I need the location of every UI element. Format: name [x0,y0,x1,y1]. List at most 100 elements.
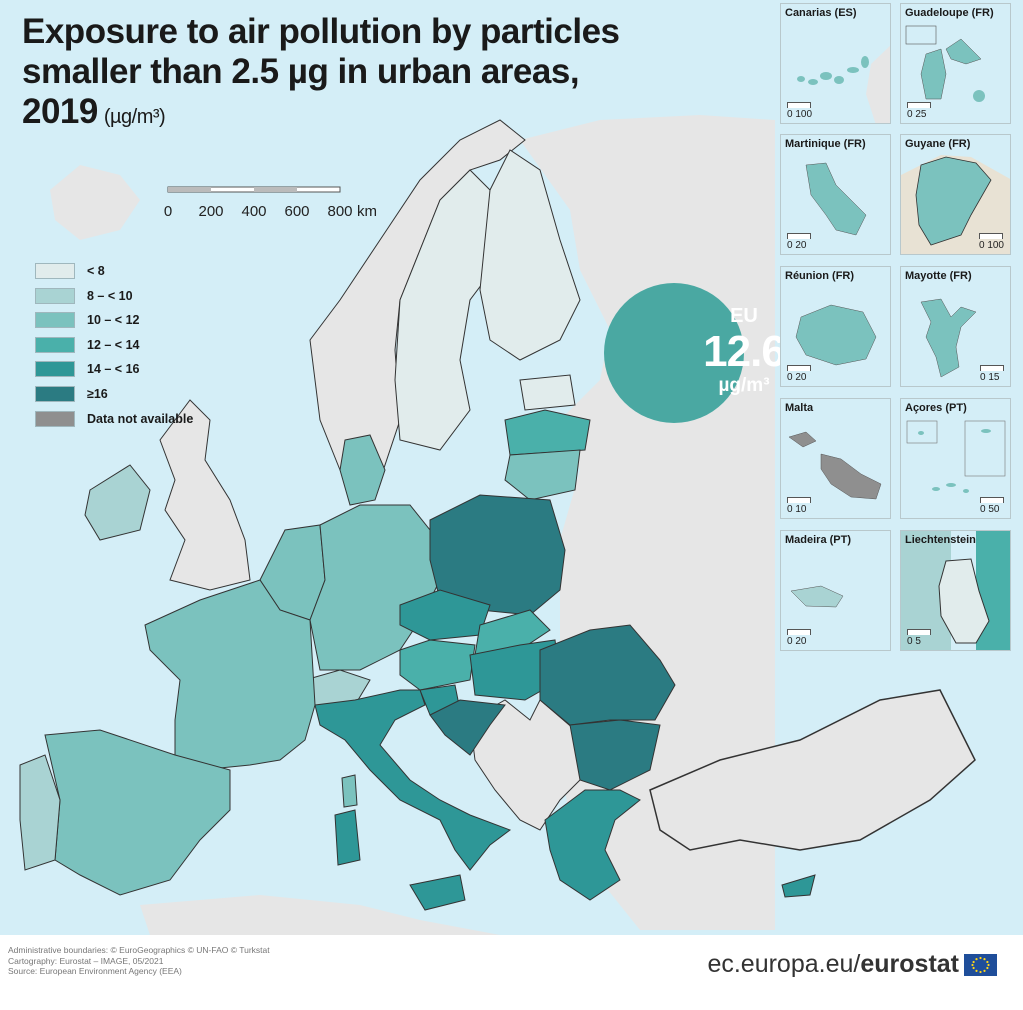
footer-credits: Administrative boundaries: © EuroGeograp… [8,945,270,977]
land-france [144,579,316,771]
land-turkey [649,689,976,851]
inset-title: Réunion (FR) [785,270,855,282]
land-latvia [504,409,591,456]
inset-malta: Malta 0 10 [780,398,891,519]
legend-label: 8 – < 10 [87,288,133,303]
inset-scale: 0 15 [980,365,1004,383]
inset-mayotte: Mayotte (FR) 0 15 [900,266,1011,387]
legend-swatch [35,336,75,353]
inset-liechtenstein: Liechtenstein 0 5 [900,530,1011,651]
eu-badge-label: EU [730,305,758,327]
legend-item: 14 – < 16 [35,360,193,378]
legend-item: ≥16 [35,385,193,403]
inset-title: Malta [785,402,814,414]
land-corsica [341,774,358,808]
eurostat-brand[interactable]: ec.europa.eu/eurostat [707,950,997,979]
credit-source: Source: European Environment Agency (EEA… [8,966,182,976]
legend-swatch [35,263,75,279]
map-title: Exposure to air pollution by particles s… [22,12,782,137]
inset-liechtenstein-map [901,531,1010,650]
legend-label: Data not available [87,411,194,426]
inset-mayotte-map [920,298,977,378]
map-frame: Exposure to air pollution by particles s… [0,0,1023,935]
legend-swatch [35,287,75,304]
scale-bar-graphic [167,186,341,193]
eu-badge-unit: µg/m³ [718,375,770,396]
inset-scale: 0 50 [980,497,1004,515]
title-line-3: 2019 (µg/m³) [22,92,782,137]
inset-scale: 0 100 [978,233,1004,251]
scale-tick-0: 0 [163,203,173,220]
inset-canarias: Canarias (ES) 0 100 [780,3,891,124]
land-bulgaria [569,719,661,791]
land-ireland [84,464,151,541]
land-sicily [409,874,466,911]
land-cyprus [781,874,816,898]
brand-url: ec.europa.eu/ [707,950,861,978]
legend-label: 12 – < 14 [87,337,140,352]
legend-item: Data not available [35,410,193,428]
land-romania [539,624,676,726]
brand-name: eurostat [860,950,959,978]
inset-title: Açores (PT) [905,402,967,414]
inset-scale: 0 100 [787,102,812,120]
inset-title: Mayotte (FR) [905,270,972,282]
land-austria [399,639,476,691]
inset-martinique-map [805,162,867,236]
europe-map [19,115,976,935]
land-sweden [394,169,501,451]
inset-title: Martinique (FR) [785,138,866,150]
eu-badge-value: 12.6 [703,327,786,376]
legend-swatch [35,385,75,402]
scale-bar: 0 200 400 600 800 km [160,183,400,223]
legend-label: 10 – < 12 [87,313,140,328]
legend-label: 14 – < 16 [87,362,140,377]
title-line-1: Exposure to air pollution by particles [22,12,620,51]
inset-acores-map [906,420,1006,493]
inset-guadeloupe-map [905,25,985,102]
title-line-2: smaller than 2.5 µg in urban areas, [22,52,580,91]
inset-guyane: Guyane (FR) 0 100 [900,134,1011,255]
land-denmark [339,434,386,506]
eu-average-badge: EU 12.6 µg/m³ [604,283,786,423]
land-sardinia [334,809,361,866]
scale-tick-200: 200 [198,203,224,220]
scale-tick-600: 600 [284,203,310,220]
land-portugal [19,754,61,871]
inset-title: Guyane (FR) [905,138,971,150]
eu-flag-icon [964,953,997,976]
credit-boundaries: Administrative boundaries: © EuroGeograp… [8,945,270,955]
legend-swatch [35,410,75,427]
inset-malta-map [788,431,882,500]
credit-cartography: Cartography: Eurostat – IMAGE, 05/2021 [8,955,164,966]
title-unit: (µg/m³) [103,106,166,128]
inset-title: Canarias (ES) [785,7,857,19]
inset-reunion-map [795,304,877,366]
legend-item: < 8 [35,262,193,280]
legend-item: 8 – < 10 [35,287,193,305]
legend-label: ≥16 [87,386,108,401]
inset-acores: Açores (PT) 0 50 [900,398,1011,519]
inset-reunion: Réunion (FR) 0 20 [780,266,891,387]
inset-scale: 0 20 [787,629,811,647]
land-balkans-non-eu [469,699,591,831]
scale-tick-400: 400 [241,203,267,220]
legend-label: < 8 [87,264,105,278]
inset-title: Madeira (PT) [785,534,852,546]
scale-unit: km [357,203,377,220]
legend-item: 10 – < 12 [35,311,193,329]
inset-madeira-map [790,585,844,608]
inset-scale: 0 20 [787,365,811,383]
land-iceland [50,165,140,240]
inset-scale: 0 10 [787,497,811,515]
land-finland [479,149,581,361]
land-north-africa [140,895,500,935]
land-greece [544,789,641,901]
land-uk [159,399,251,591]
inset-madeira: Madeira (PT) 0 20 [780,530,891,651]
scale-tick-800: 800 [327,203,353,220]
land-estonia [519,374,576,411]
legend-swatch [35,361,75,378]
inset-guadeloupe: Guadeloupe (FR) 0 25 [900,3,1011,124]
inset-martinique: Martinique (FR) 0 20 [780,134,891,255]
